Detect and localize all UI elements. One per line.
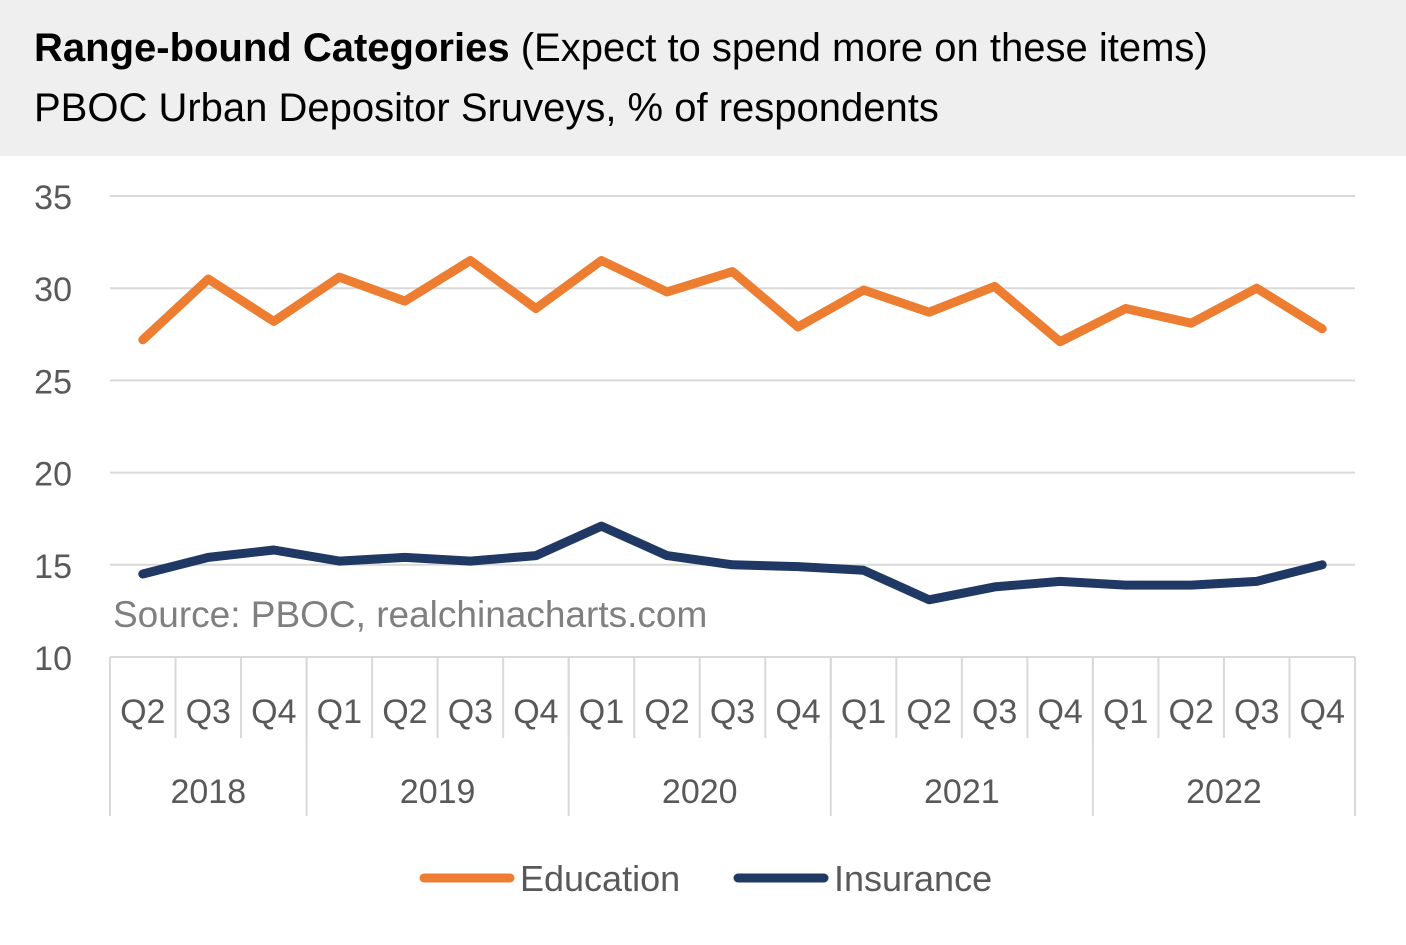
chart-header: Range-bound Categories (Expect to spend … <box>0 0 1406 156</box>
series-line-education <box>138 256 1327 347</box>
x-tick-label: Q2 <box>906 693 951 731</box>
x-tick-label: Q3 <box>186 693 231 731</box>
source-note: Source: PBOC, realchinacharts.com <box>113 594 707 635</box>
year-label: 2020 <box>662 773 738 811</box>
gridlines <box>110 195 1355 566</box>
series-lines <box>138 256 1327 605</box>
x-tick-label: Q3 <box>1234 693 1279 731</box>
year-label: 2021 <box>924 773 1000 811</box>
year-label: 2019 <box>400 773 476 811</box>
y-tick-label: 30 <box>34 271 72 309</box>
x-tick-label: Q2 <box>120 693 165 731</box>
y-tick-label: 35 <box>34 179 72 217</box>
x-tick-label: Q1 <box>1103 693 1148 731</box>
series-line-insurance <box>138 521 1327 605</box>
chart-title-rest: (Expect to spend more on these items) <box>520 26 1208 70</box>
legend: Education Insurance <box>419 858 992 899</box>
x-tick-label: Q1 <box>317 693 362 731</box>
year-label: 2018 <box>170 773 246 811</box>
legend-label-insurance: Insurance <box>834 858 992 899</box>
legend-label-education: Education <box>520 858 680 899</box>
x-tick-label: Q4 <box>1300 693 1345 731</box>
chart-subtitle: PBOC Urban Depositor Sruveys, % of respo… <box>34 86 939 130</box>
x-tick-label: Q2 <box>382 693 427 731</box>
x-tick-label: Q3 <box>448 693 493 731</box>
x-tick-label: Q1 <box>841 693 886 731</box>
x-tick-label: Q4 <box>513 693 558 731</box>
x-tick-label: Q4 <box>251 693 296 731</box>
y-tick-label: 15 <box>34 548 72 586</box>
axes: 10 15 20 25 30 35 Q2 Q3 Q4 Q1 Q2 Q3 Q4 Q1 Q2 Q3 Q4 Q1 Q2 Q3… <box>34 179 1356 816</box>
x-tick-label: Q4 <box>1037 693 1082 731</box>
x-tick-label: Q1 <box>579 693 624 731</box>
y-tick-label: 20 <box>34 456 72 494</box>
chart-title: Range-bound Categories (Expect to spend … <box>34 26 1208 71</box>
x-tick-label: Q4 <box>775 693 820 731</box>
x-tick-label: Q2 <box>1169 693 1214 731</box>
x-tick-label: Q2 <box>644 693 689 731</box>
x-tick-label: Q3 <box>710 693 755 731</box>
year-label: 2022 <box>1186 773 1262 811</box>
x-tick-label: Q3 <box>972 693 1017 731</box>
y-tick-label: 10 <box>34 640 72 678</box>
chart-title-bold: Range-bound Categories <box>34 26 510 70</box>
y-tick-label: 25 <box>34 363 72 401</box>
